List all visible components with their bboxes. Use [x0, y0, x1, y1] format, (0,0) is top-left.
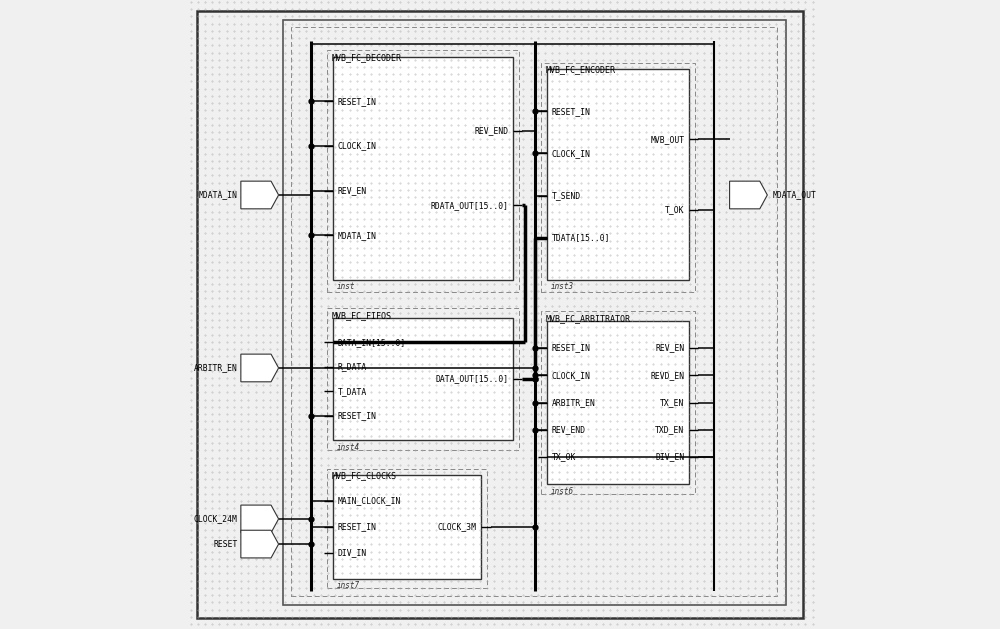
Text: MAIN_CLOCK_IN: MAIN_CLOCK_IN [338, 496, 401, 505]
Bar [327, 308, 519, 450]
Text: inst7: inst7 [336, 581, 360, 590]
Text: ARBITR_EN: ARBITR_EN [194, 364, 238, 372]
Text: T_DATA: T_DATA [338, 387, 367, 396]
Text: MVB_OUT: MVB_OUT [650, 135, 684, 144]
Text: inst: inst [336, 282, 355, 291]
Text: VCC: VCC [254, 197, 265, 202]
Text: RESET_IN: RESET_IN [552, 343, 591, 352]
Text: REVD_EN: REVD_EN [650, 371, 684, 380]
Text: DIV_EN: DIV_EN [655, 453, 684, 462]
Text: inst4: inst4 [336, 443, 360, 452]
Text: MDATA_OUT: MDATA_OUT [772, 191, 816, 199]
Text: ARBITR_EN: ARBITR_EN [552, 398, 595, 407]
Text: inst3: inst3 [550, 282, 573, 291]
Text: T_OK: T_OK [665, 205, 684, 214]
Polygon shape [241, 354, 279, 382]
Text: RESET: RESET [213, 540, 238, 548]
Text: REV_EN: REV_EN [655, 343, 684, 352]
Text: MVB_FC_DECODER: MVB_FC_DECODER [332, 53, 402, 62]
Text: VCC: VCC [254, 546, 265, 551]
Text: INPUT: INPUT [251, 362, 268, 367]
Text: MVB_FC_CLOCKS: MVB_FC_CLOCKS [332, 471, 397, 480]
Text: MDATA_IN: MDATA_IN [199, 191, 238, 199]
Bar [333, 318, 513, 440]
Polygon shape [241, 181, 279, 209]
Polygon shape [241, 505, 279, 533]
Text: REV_END: REV_END [552, 425, 586, 434]
Bar [333, 475, 481, 579]
Text: RESET_IN: RESET_IN [338, 522, 377, 532]
Bar [283, 20, 786, 605]
Text: TXD_EN: TXD_EN [655, 425, 684, 434]
Text: REV_END: REV_END [474, 126, 508, 135]
Text: RDATA_OUT[15..0]: RDATA_OUT[15..0] [430, 201, 508, 210]
Text: MVB_FC_ARBITRATOR: MVB_FC_ARBITRATOR [546, 314, 631, 323]
Polygon shape [730, 181, 767, 209]
Bar [547, 321, 689, 484]
Text: CLOCK_IN: CLOCK_IN [552, 149, 591, 158]
Text: MVB_FC_FIFOS: MVB_FC_FIFOS [332, 311, 392, 320]
Text: R_DATA: R_DATA [338, 362, 367, 371]
Text: RESET_IN: RESET_IN [338, 97, 377, 106]
Text: REV_EN: REV_EN [338, 186, 367, 195]
Bar [547, 69, 689, 280]
Text: CLOCK_24M: CLOCK_24M [194, 515, 238, 523]
Text: TX_EN: TX_EN [660, 398, 684, 407]
Text: CLOCK_3M: CLOCK_3M [438, 522, 477, 532]
Text: inst6: inst6 [550, 487, 573, 496]
Text: VCC: VCC [254, 521, 265, 526]
Text: INPUT: INPUT [251, 538, 268, 543]
Text: OUTPUT: OUTPUT [739, 189, 758, 194]
Bar [541, 63, 695, 292]
Bar [541, 311, 695, 494]
Text: INPUT: INPUT [251, 189, 268, 194]
Bar [327, 50, 519, 292]
Text: MDATA_IN: MDATA_IN [338, 231, 377, 240]
Text: TDATA[15..0]: TDATA[15..0] [552, 233, 610, 242]
Text: DATA_OUT[15..0]: DATA_OUT[15..0] [435, 374, 508, 384]
Bar [327, 469, 487, 588]
Text: RESET_IN: RESET_IN [552, 107, 591, 116]
Text: TX_OK: TX_OK [552, 453, 576, 462]
Bar [291, 27, 777, 596]
Polygon shape [241, 530, 279, 558]
Text: VCC: VCC [254, 370, 265, 375]
Text: INPUT: INPUT [251, 513, 268, 518]
Text: CLOCK_IN: CLOCK_IN [552, 371, 591, 380]
Bar [333, 57, 513, 280]
Text: MVB_FC_ENCODER: MVB_FC_ENCODER [546, 65, 616, 74]
Text: DIV_IN: DIV_IN [338, 548, 367, 557]
Text: CLOCK_IN: CLOCK_IN [338, 142, 377, 150]
Text: T_SEND: T_SEND [552, 191, 581, 200]
Text: DATA_IN[15..0]: DATA_IN[15..0] [338, 338, 406, 347]
Text: RESET_IN: RESET_IN [338, 411, 377, 420]
